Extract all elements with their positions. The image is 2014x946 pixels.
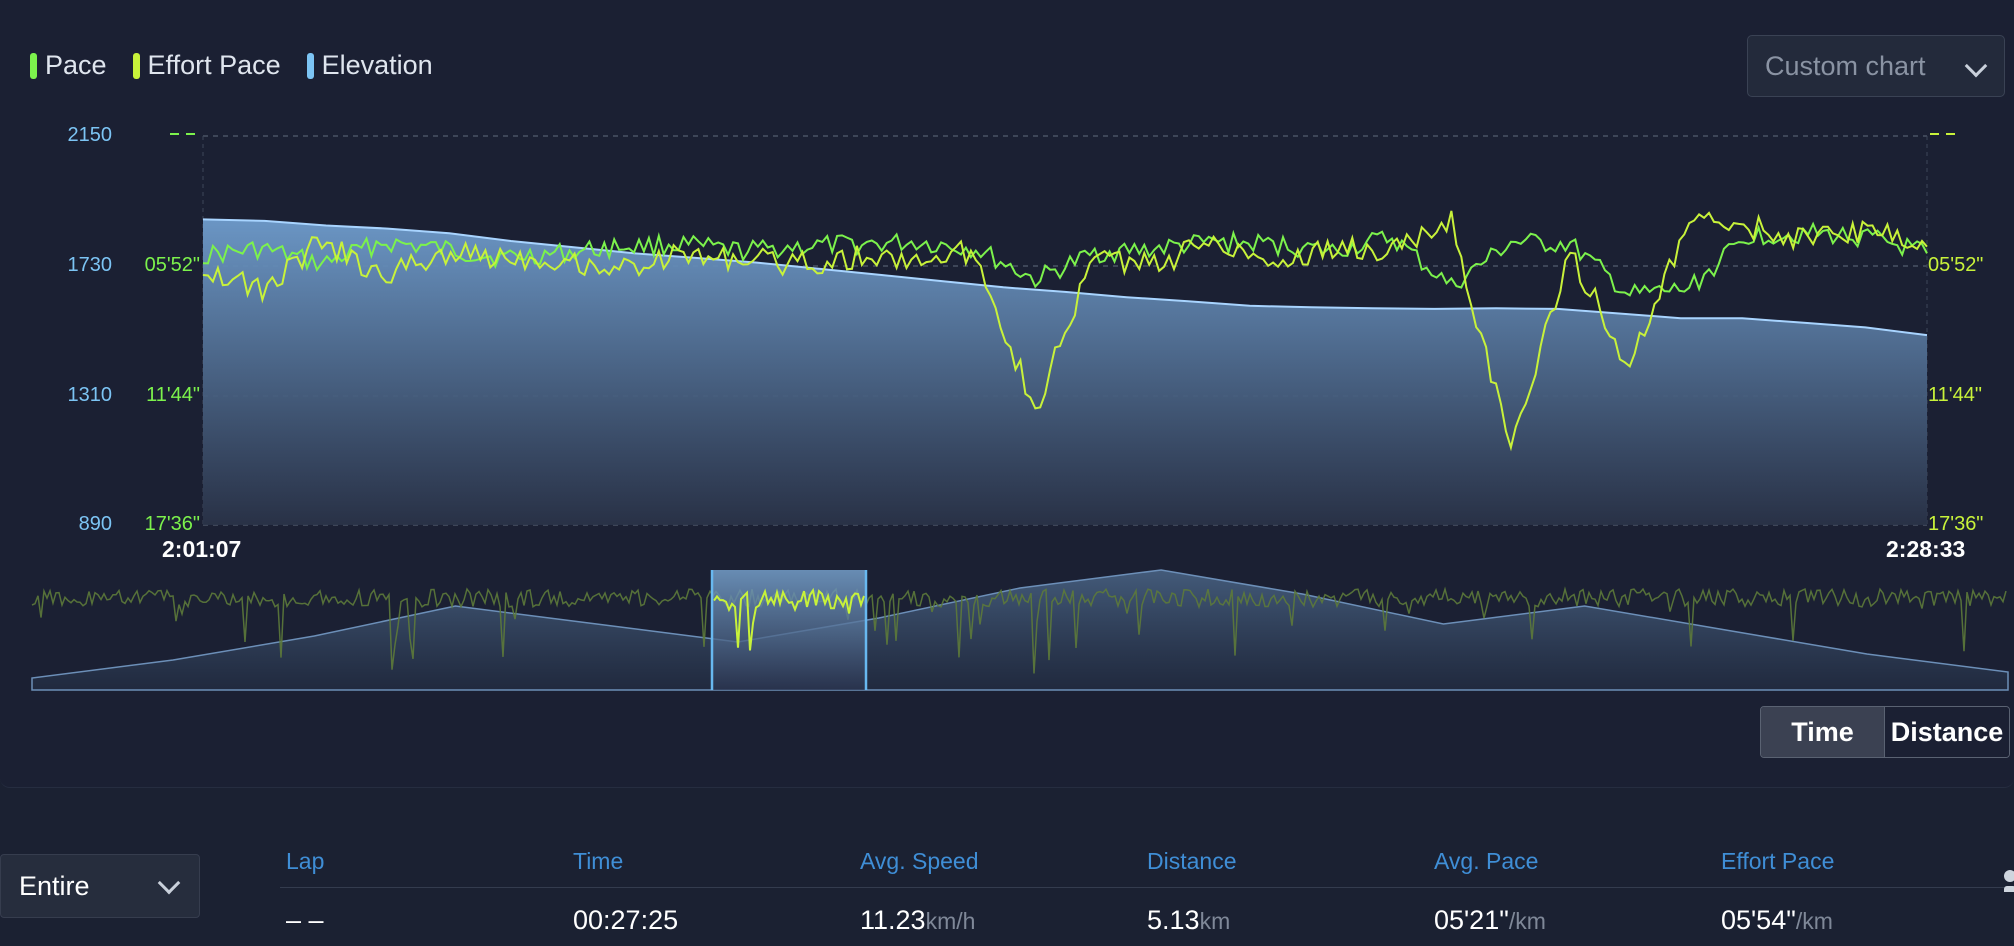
x-start-label: 2:01:07 bbox=[162, 536, 242, 562]
cell-lap: – – bbox=[286, 904, 324, 935]
elevation-tick-label: 2150 bbox=[67, 124, 113, 146]
custom-chart-dropdown[interactable]: Custom chart bbox=[1747, 35, 2005, 97]
custom-chart-label: Custom chart bbox=[1765, 50, 1926, 81]
pace-tick-label: 17'36" bbox=[144, 513, 200, 535]
effort-pace-tick-label: 05'52" bbox=[1928, 254, 1984, 276]
header-avg-pace: Avg. Pace bbox=[1434, 848, 1539, 874]
table-row[interactable]: – – 00:27:25 11.23km/h 5.13km 05'21"/km … bbox=[280, 888, 2014, 946]
legend-elevation[interactable]: Elevation bbox=[306, 50, 433, 81]
legend-effort-pace-swatch bbox=[132, 52, 140, 79]
scrollbar-handle[interactable] bbox=[2004, 870, 2014, 882]
avg-speed-value: 11.23 bbox=[860, 904, 926, 935]
effort-pace-line bbox=[202, 210, 1928, 452]
legend-effort-pace[interactable]: Effort Pace bbox=[132, 50, 281, 81]
elevation-area bbox=[203, 219, 1927, 525]
header-avg-speed: Avg. Speed bbox=[860, 848, 979, 874]
lap-select-label: Entire bbox=[19, 870, 90, 901]
distance-value: 5.13 bbox=[1147, 904, 1200, 935]
elevation-line bbox=[202, 218, 1928, 337]
effort-pace-tick-label: 17'36" bbox=[1928, 513, 1984, 535]
avg-pace-unit: /km bbox=[1508, 907, 1546, 934]
table-header: Lap Time Avg. Speed Distance Avg. Pace E… bbox=[280, 836, 2014, 888]
cell-time: 00:27:25 bbox=[573, 904, 679, 935]
distance-unit: km bbox=[1199, 907, 1231, 934]
scrollbar-handle-lower[interactable] bbox=[2004, 886, 2014, 892]
effort-pace-unit: /km bbox=[1795, 907, 1833, 934]
legend-effort-pace-label: Effort Pace bbox=[147, 50, 281, 80]
distance-toggle-button[interactable]: Distance bbox=[1885, 707, 2009, 757]
pace-line bbox=[202, 221, 1928, 297]
chart-legend: Pace Effort Pace Elevation bbox=[30, 50, 433, 81]
time-toggle-button[interactable]: Time bbox=[1761, 707, 1885, 757]
overview-selection-line bbox=[713, 587, 865, 651]
axis-toggle: Time Distance bbox=[1760, 706, 2010, 758]
avg-speed-unit: km/h bbox=[925, 907, 976, 934]
avg-pace-value: 05'21" bbox=[1434, 904, 1509, 935]
pace-tick-label: 11'44" bbox=[146, 384, 200, 406]
effort-pace-value: 05'54" bbox=[1721, 904, 1796, 935]
cell-distance: 5.13km bbox=[1141, 905, 1428, 936]
header-time: Time bbox=[573, 848, 624, 874]
lap-table: Lap Time Avg. Speed Distance Avg. Pace E… bbox=[280, 836, 2014, 946]
legend-pace-swatch bbox=[30, 52, 37, 79]
elevation-tick-label: 890 bbox=[78, 513, 112, 535]
header-effort-pace: Effort Pace bbox=[1721, 848, 1835, 874]
overview-navigator[interactable] bbox=[31, 569, 2009, 691]
chevron-down-icon bbox=[157, 871, 181, 895]
legend-elevation-swatch bbox=[306, 52, 314, 79]
lap-select-dropdown[interactable]: Entire bbox=[0, 854, 200, 918]
chart-canvas bbox=[31, 133, 2009, 691]
overview-pace-line bbox=[31, 586, 2007, 674]
x-end-label: 2:28:33 bbox=[1886, 536, 1966, 562]
header-distance: Distance bbox=[1147, 848, 1237, 874]
header-lap: Lap bbox=[286, 848, 325, 874]
elevation-tick-label: 1310 bbox=[67, 384, 113, 406]
overview-elevation bbox=[31, 569, 2009, 691]
effort-pace-tick-label: 11'44" bbox=[1928, 384, 1982, 406]
pace-tick-label: 05'52" bbox=[144, 254, 200, 276]
cell-avg-pace: 05'21"/km bbox=[1428, 905, 1715, 936]
legend-elevation-label: Elevation bbox=[321, 50, 433, 80]
elevation-tick-label: 1730 bbox=[67, 254, 113, 276]
legend-pace[interactable]: Pace bbox=[30, 50, 107, 81]
overview-selection[interactable] bbox=[712, 570, 866, 690]
legend-pace-label: Pace bbox=[45, 50, 107, 80]
cell-effort-pace: 05'54"/km bbox=[1715, 905, 2002, 936]
cell-avg-speed: 11.23km/h bbox=[854, 905, 1141, 936]
